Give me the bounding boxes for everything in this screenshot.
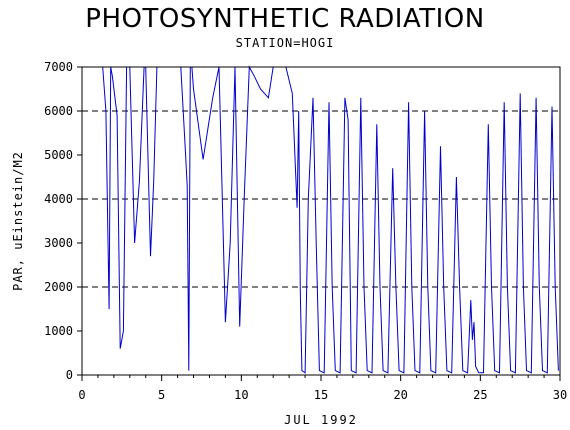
y-tick-label: 4000 [44,192,73,206]
x-tick-label: 0 [78,388,85,402]
par-series-line [102,65,559,374]
chart-subtitle: STATION=HOGI [235,36,335,50]
y-tick-label: 3000 [44,236,73,250]
x-tick-label: 10 [234,388,248,402]
x-tick-label: 25 [473,388,487,402]
chart-title: PHOTOSYNTHETIC RADIATION [85,4,485,34]
plot-frame [81,66,561,376]
x-tick-label: 30 [553,388,567,402]
x-tick-label: 5 [158,388,165,402]
plot-area [102,65,559,374]
x-axis: 0 5 10 15 20 25 30 [78,375,567,402]
y-axis-label: PAR, uEinstein/M2 [11,151,25,291]
y-tick-label: 6000 [44,104,73,118]
y-tick-label: 5000 [44,148,73,162]
x-axis-label: JUL 1992 [284,413,358,427]
y-tick-label: 0 [66,368,73,382]
y-tick-label: 2000 [44,280,73,294]
y-tick-label: 1000 [44,324,73,338]
y-axis: 0 1000 2000 3000 4000 5000 6000 7000 [44,60,82,382]
x-tick-label: 15 [314,388,328,402]
y-tick-label: 7000 [44,60,73,74]
x-tick-label: 20 [393,388,407,402]
